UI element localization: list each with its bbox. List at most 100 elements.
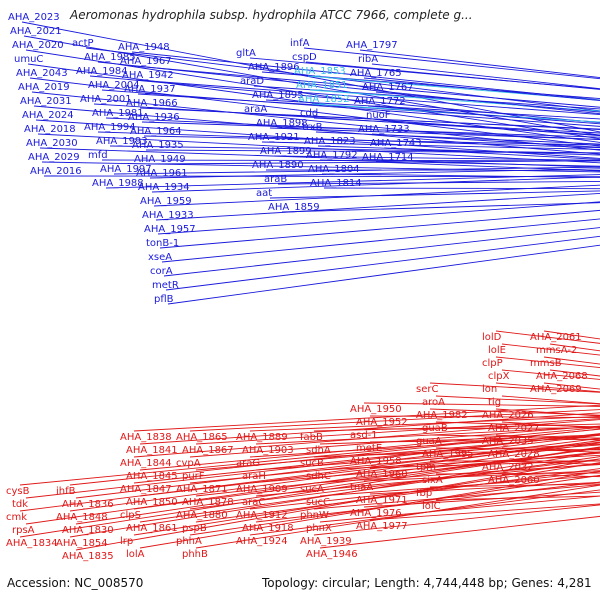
leader-line [363, 491, 600, 508]
gene-label: mfd [88, 150, 108, 161]
accession-text: Accession: NC_008570 [7, 576, 144, 590]
leader-line [265, 99, 600, 120]
gene-label: AHA_1896 [248, 62, 300, 73]
gene-label: phhB [182, 549, 208, 560]
gene-label: AHA_2019 [18, 82, 70, 93]
gene-label: AHA_1895 [252, 90, 304, 101]
leader-line [255, 444, 600, 471]
leader-line [143, 135, 600, 146]
gene-label: AHA_1861 [126, 523, 178, 534]
gene-label: AHA_1852 [298, 94, 350, 105]
gene-label: phnX [306, 523, 332, 534]
gene-label: serC [416, 384, 438, 395]
leader-line [249, 452, 600, 484]
gene-label: fabB [300, 432, 323, 443]
leader-line [31, 91, 600, 151]
leader-line [363, 77, 600, 102]
gene-label: AHA_1924 [236, 536, 288, 547]
leader-line [369, 438, 600, 443]
gene-label: AHA_1982 [416, 410, 468, 421]
gene-label: AHA_1985 [84, 52, 136, 63]
leader-line [261, 141, 600, 150]
gene-label: purF [182, 471, 205, 482]
leader-line [255, 425, 600, 445]
gene-label: tnaA [350, 482, 373, 493]
gene-label: lolA [126, 549, 145, 560]
gene-label: AHA_2031 [20, 96, 72, 107]
gene-label: AHA_2035 [482, 436, 534, 447]
leader-line [153, 184, 600, 207]
gene-label: AHA_2004 [88, 80, 140, 91]
gene-label: AHA_1949 [134, 154, 186, 165]
gene-label: trxB [302, 122, 323, 133]
gene-label: tonB-1 [146, 238, 179, 249]
gene-label: AHA_1844 [120, 458, 172, 469]
leader-line [133, 419, 600, 458]
gene-label: AHA_1993 [96, 136, 148, 147]
leader-line [369, 415, 600, 419]
gene-label: AHA_1918 [242, 523, 294, 534]
gene-label: lolE [488, 345, 506, 356]
leader-line [133, 404, 600, 432]
leader-line [151, 176, 600, 193]
leader-line [131, 51, 600, 101]
gene-label: AHA_1912 [236, 510, 288, 521]
leader-line [257, 113, 600, 130]
gene-label: AHA_1971 [356, 495, 408, 506]
leader-line [69, 451, 600, 538]
gene-label: actP [72, 38, 94, 49]
leader-line [369, 481, 600, 495]
gene-label: rpsA [12, 525, 35, 536]
leader-line [317, 145, 600, 156]
gene-label: guaA [416, 436, 442, 447]
gene-label: AHA_1847 [120, 484, 172, 495]
gene-label: AHA_1898 [256, 118, 308, 129]
gene-label: guaB [422, 423, 448, 434]
gene-label: AHA_1859 [268, 202, 320, 213]
leader-line [303, 47, 600, 80]
leader-line [319, 515, 600, 549]
leader-line [281, 202, 600, 213]
gene-label: AHA_1961 [136, 168, 188, 179]
gene-label: AHA_1988 [92, 178, 144, 189]
leader-line [161, 218, 600, 263]
gene-label: mmsA-2 [536, 345, 577, 356]
leader-line [323, 187, 600, 190]
gene-label: AHA_1830 [62, 525, 114, 536]
gene-label: AHA_1934 [138, 182, 190, 193]
gene-label: aroA [422, 397, 445, 408]
gene-label: AHA_1880 [176, 510, 228, 521]
leader-line [109, 145, 600, 154]
leader-line [135, 79, 600, 116]
leader-line [113, 166, 600, 175]
leader-line [145, 149, 600, 154]
gene-label: AHA_2069 [530, 384, 582, 395]
gene-label: cvpA [176, 458, 201, 469]
leader-line [313, 423, 600, 432]
gene-label: AHA_1733 [358, 124, 410, 135]
leader-line [139, 412, 600, 445]
gene-label: AHA_1834 [6, 538, 58, 549]
gene-label: asd-1 [350, 430, 378, 441]
gene-label: AHA_2043 [16, 68, 68, 79]
leader-line [25, 433, 600, 499]
leader-line [139, 470, 600, 549]
gene-label: AHA_1958 [350, 456, 402, 467]
leader-line [157, 201, 600, 235]
gene-label: AHA_1865 [176, 432, 228, 443]
gene-label: sucB [300, 458, 324, 469]
gene-label: AHA_2068 [536, 371, 588, 382]
gene-labels: AHA_2023 AHA_2021 AHA_2020 umuC AHA_2043 AHA_… [6, 12, 588, 562]
gene-label: AHA_2061 [530, 332, 582, 343]
gene-label: AHA_1848 [56, 512, 108, 523]
gene-label: lolC [422, 501, 441, 512]
gene-label: AHA_1853 [294, 66, 346, 77]
leader-line [189, 458, 600, 510]
gene-label: araD [240, 76, 264, 87]
gene-label: metE [356, 443, 382, 454]
leader-line [139, 426, 600, 471]
leader-line [75, 458, 600, 551]
gene-label: cdd [300, 108, 318, 119]
